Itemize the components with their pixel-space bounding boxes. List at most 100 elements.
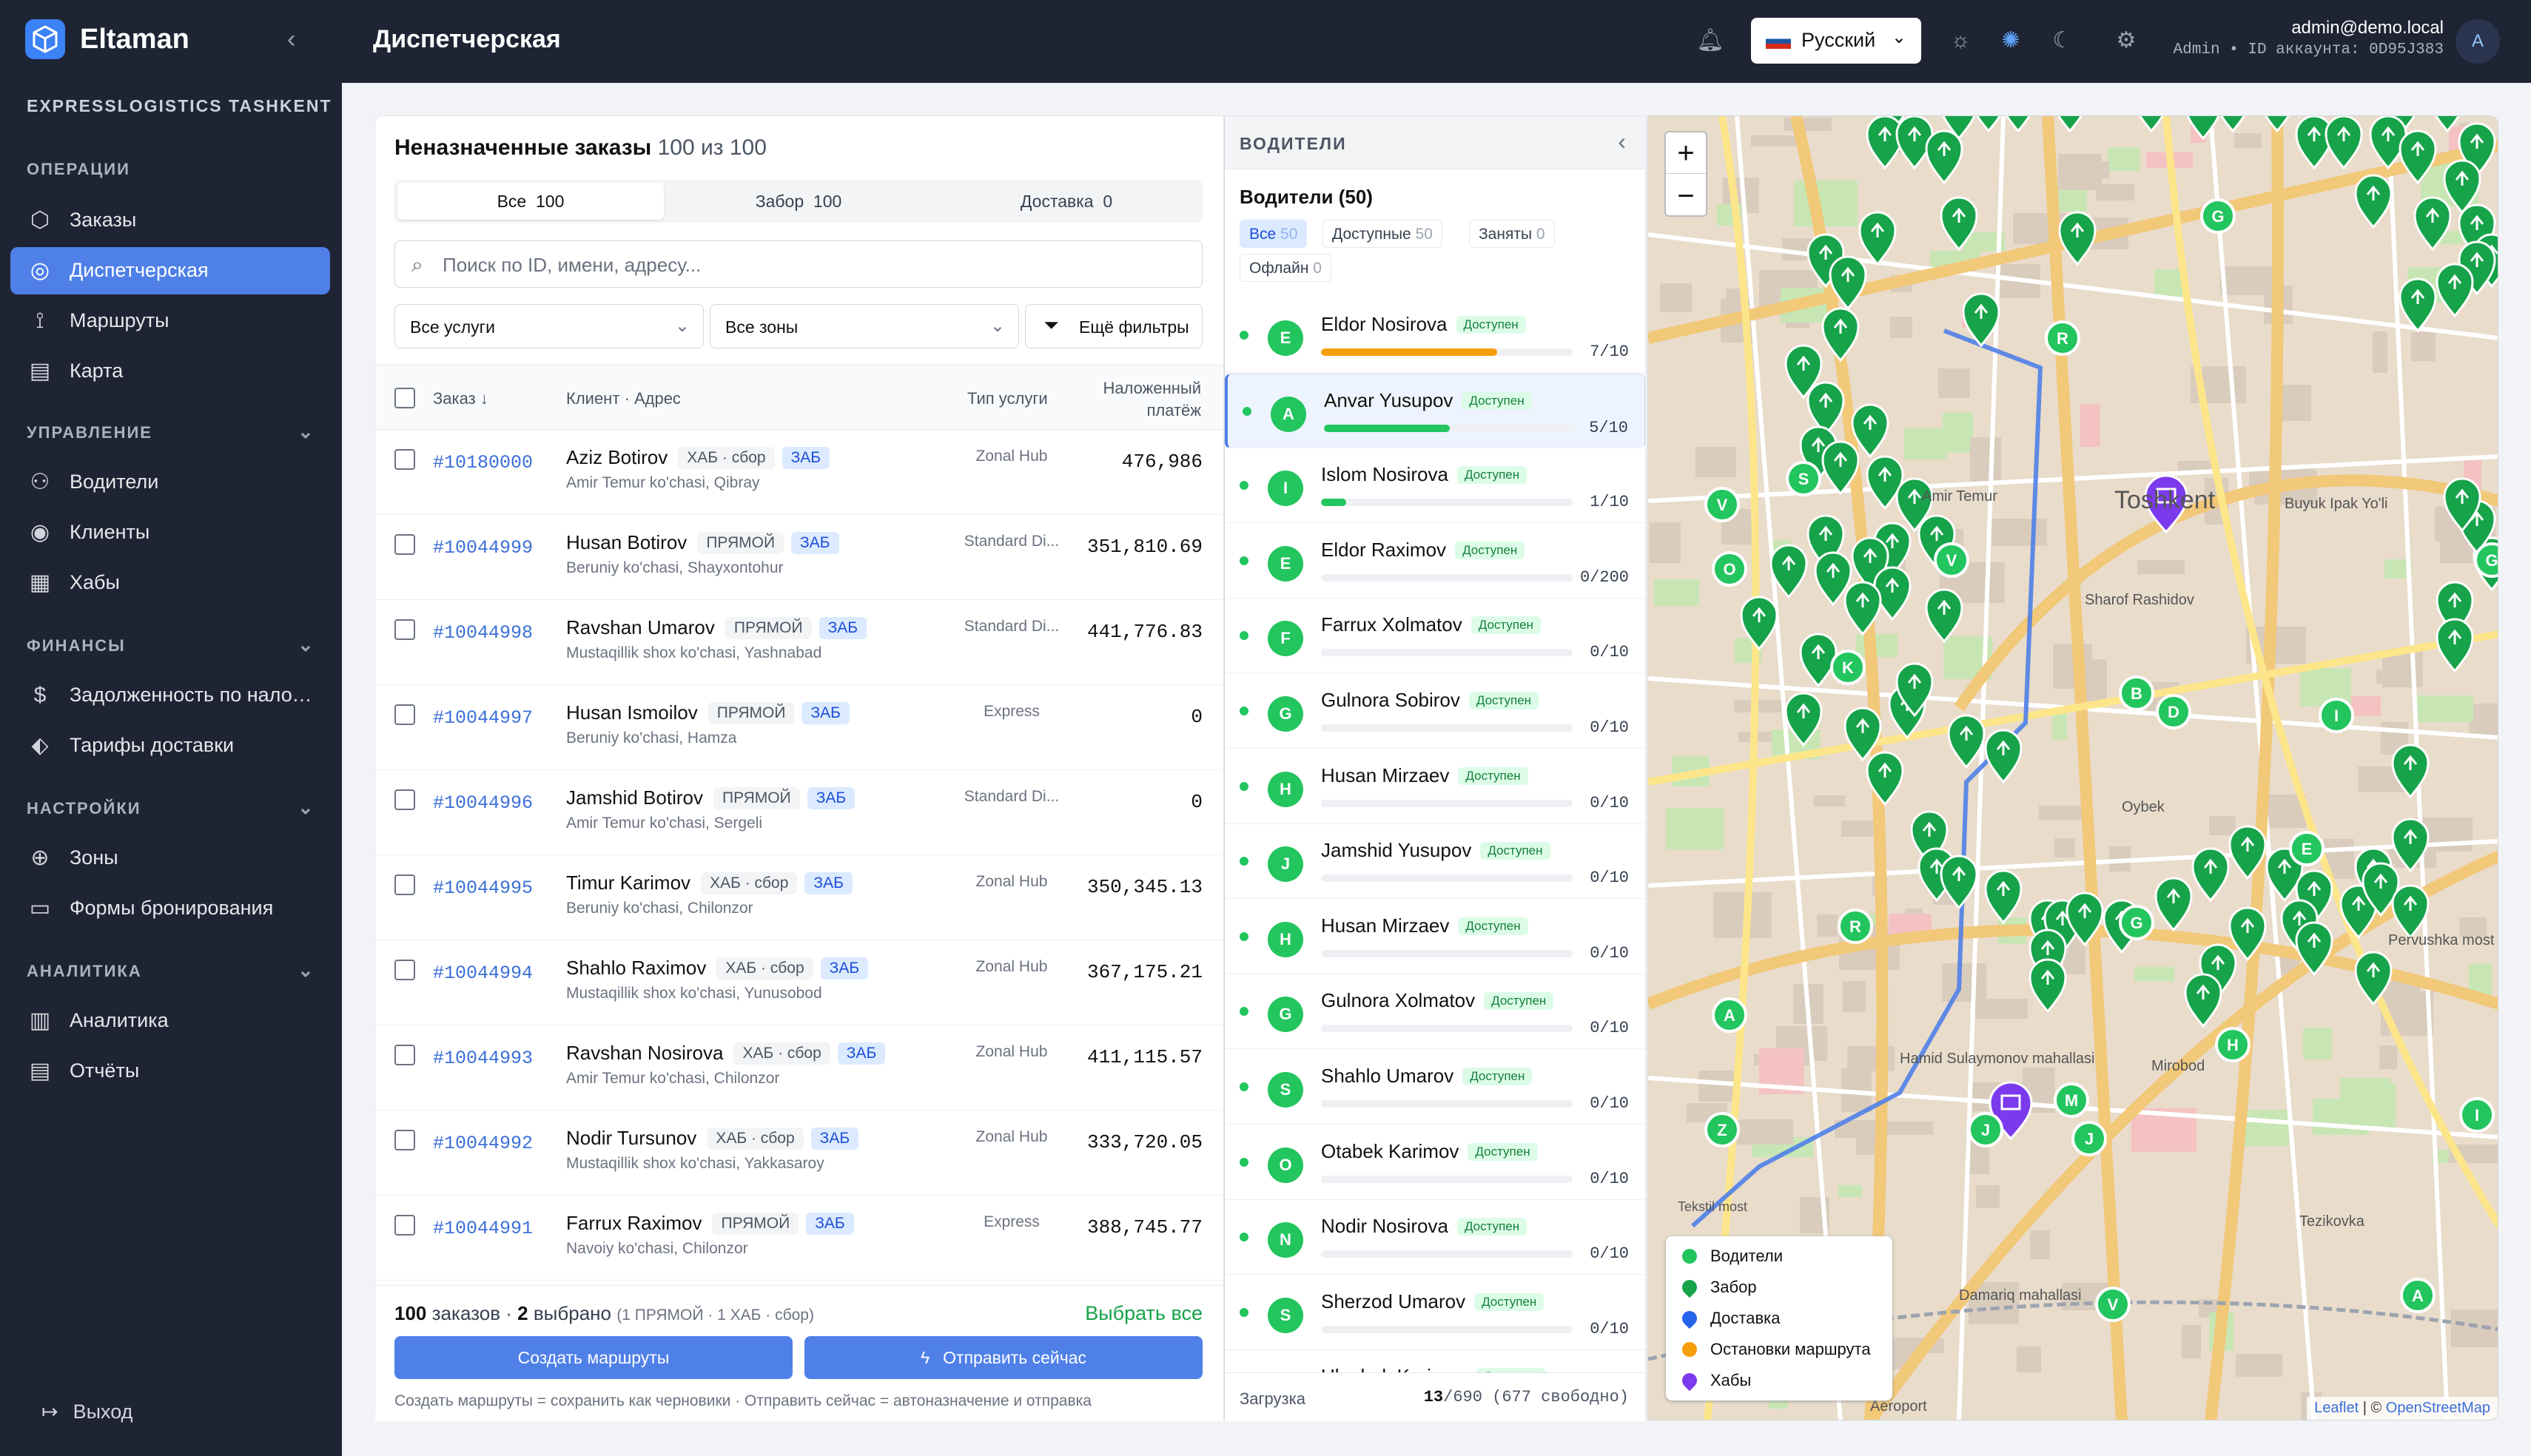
- driver-row[interactable]: I Islom Nosirova Доступен 1/10: [1225, 448, 1645, 524]
- select-all-checkbox[interactable]: [394, 388, 415, 408]
- pickup-pin[interactable]: [2354, 951, 2393, 1006]
- row-checkbox[interactable]: [394, 1130, 415, 1150]
- table-row[interactable]: #10180000 Aziz Botirov ХАБ · сбор ЗАБ Amir T…: [375, 430, 1223, 515]
- driver-row[interactable]: H Husan Mirzaev Доступен 0/10: [1225, 749, 1645, 824]
- zoom-out-button[interactable]: −: [1677, 180, 1695, 212]
- pickup-pin[interactable]: [2391, 818, 2430, 873]
- driver-marker[interactable]: [2474, 542, 2498, 578]
- pickup-pin[interactable]: [2154, 877, 2193, 932]
- section-management[interactable]: УПРАВЛЕНИЕ ⌄: [27, 420, 315, 442]
- pickup-pin[interactable]: [1941, 116, 1977, 141]
- pickup-pin[interactable]: [2134, 116, 2169, 133]
- pickup-pin[interactable]: [2228, 906, 2267, 962]
- driver-row[interactable]: A Anvar Yusupov Доступен 5/10: [1225, 373, 1645, 448]
- pickup-pin[interactable]: [1984, 729, 2023, 784]
- driver-marker[interactable]: [1934, 542, 1969, 578]
- collapse-sidebar-icon[interactable]: ‹: [287, 25, 296, 53]
- collapse-panel-icon[interactable]: ‹: [1618, 128, 1626, 155]
- driver-row[interactable]: J Jamshid Yusupov Доступен 0/10: [1225, 824, 1645, 900]
- pickup-pin[interactable]: [2215, 116, 2251, 133]
- driver-marker[interactable]: [2200, 198, 2236, 234]
- pickup-pin[interactable]: [2399, 129, 2437, 185]
- order-id-link[interactable]: #10044994: [433, 963, 534, 984]
- pickup-pin[interactable]: [2354, 174, 2393, 229]
- driver-row[interactable]: N Nodir Nosirova Доступен 0/10: [1225, 1200, 1645, 1275]
- table-row[interactable]: #10044991 Farrux Raximov ПРЯМОЙ ЗАБ Navoiy k…: [375, 1196, 1223, 1281]
- pickup-pin[interactable]: [1814, 551, 1852, 607]
- driver-marker[interactable]: [2045, 320, 2080, 356]
- pickup-pin[interactable]: [2362, 862, 2400, 917]
- pickup-pin[interactable]: [2295, 921, 2333, 977]
- sidebar-item-hubs[interactable]: ▦ Хабы: [10, 559, 330, 607]
- row-checkbox[interactable]: [394, 534, 415, 555]
- order-id-link[interactable]: #10044999: [433, 537, 534, 559]
- column-order[interactable]: Заказ ↓: [433, 389, 488, 408]
- table-row[interactable]: #10044993 Ravshan Nosirova ХАБ · сбор ЗАБ Am…: [375, 1025, 1223, 1110]
- driver-marker[interactable]: [2119, 675, 2154, 711]
- driver-marker[interactable]: [2215, 1027, 2251, 1062]
- pickup-pin[interactable]: [2436, 618, 2474, 673]
- sidebar-item-dispatch[interactable]: ◎ Диспетчерская: [10, 247, 330, 294]
- pickup-pin[interactable]: [1866, 116, 1904, 170]
- pickup-pin[interactable]: [2228, 825, 2267, 880]
- pickup-pin[interactable]: [1769, 544, 1808, 599]
- map[interactable]: R G S V O V K B D I R G A H Z M J J V A I G E Toshkent Amir Tem…: [1647, 115, 2498, 1420]
- tab-all[interactable]: Все 100: [397, 183, 664, 220]
- sun-icon[interactable]: ☼: [1950, 28, 1971, 53]
- pickup-pin[interactable]: [2391, 884, 2430, 940]
- sidebar-item-map[interactable]: ▤ Карта: [10, 348, 330, 395]
- leaflet-link[interactable]: Leaflet: [2314, 1400, 2359, 1416]
- tab-delivery[interactable]: Доставка 0: [1020, 192, 1113, 211]
- row-checkbox[interactable]: [394, 789, 415, 810]
- row-checkbox[interactable]: [394, 874, 415, 895]
- logout-button[interactable]: ↦ Выход: [41, 1401, 133, 1423]
- pickup-pin[interactable]: [1740, 596, 1778, 651]
- pickup-pin[interactable]: [1821, 440, 1860, 496]
- pickup-pin[interactable]: [1784, 344, 1823, 400]
- auto-theme-icon[interactable]: ✺: [2001, 28, 2020, 53]
- pickup-pin[interactable]: [2413, 196, 2452, 252]
- driver-row[interactable]: O Otabek Karimov Доступен 0/10: [1225, 1125, 1645, 1200]
- pickup-pin[interactable]: [2443, 159, 2481, 215]
- map-canvas[interactable]: R G S V O V K B D I R G A H Z M J J V A I G E Toshkent Amir Tem…: [1648, 116, 2498, 1420]
- driver-marker[interactable]: [1704, 1112, 1740, 1147]
- language-select[interactable]: Русский ⌄: [1751, 18, 1921, 64]
- driver-row[interactable]: G Gulnora Xolmatov Доступен 0/10: [1225, 974, 1645, 1050]
- pickup-pin[interactable]: [2029, 958, 2067, 1014]
- filter-offline-drivers[interactable]: Офлайн 0: [1240, 254, 1331, 282]
- order-id-link[interactable]: #10044993: [433, 1048, 534, 1069]
- table-row[interactable]: #10044998 Ravshan Umarov ПРЯМОЙ ЗАБ Mustaqil…: [375, 600, 1223, 685]
- driver-row[interactable]: S Shahlo Umarov Доступен 0/10: [1225, 1050, 1645, 1125]
- pickup-pin[interactable]: [1895, 477, 1934, 533]
- row-checkbox[interactable]: [394, 704, 415, 725]
- sidebar-item-zones[interactable]: ⊕ Зоны: [10, 835, 330, 882]
- driver-marker[interactable]: [2119, 905, 2154, 940]
- pickup-pin[interactable]: [2325, 116, 2363, 170]
- more-filters-button[interactable]: Ещё фильтры ⏷: [1025, 304, 1203, 348]
- pickup-pin[interactable]: [1984, 869, 2023, 925]
- table-row[interactable]: #10044994 Shahlo Raximov ХАБ · сбор ЗАБ Must…: [375, 940, 1223, 1025]
- table-row[interactable]: #10044995 Timur Karimov ХАБ · сбор ЗАБ Berun…: [375, 855, 1223, 940]
- order-id-link[interactable]: #10044995: [433, 877, 534, 899]
- driver-marker[interactable]: [2319, 698, 2354, 733]
- section-settings[interactable]: НАСТРОЙКИ ⌄: [27, 796, 315, 818]
- pickup-pin[interactable]: [1866, 751, 1904, 806]
- order-id-link[interactable]: #10044992: [433, 1133, 534, 1154]
- driver-row[interactable]: E Eldor Nosirova Доступен 7/10: [1225, 298, 1645, 373]
- zones-filter[interactable]: Все зоны ⌄: [710, 304, 1019, 348]
- pickup-pin[interactable]: [2184, 973, 2222, 1028]
- create-routes-button[interactable]: Создать маршруты: [394, 1336, 793, 1379]
- row-checkbox[interactable]: [394, 960, 415, 980]
- order-id-link[interactable]: #10044998: [433, 622, 534, 644]
- pickup-pin[interactable]: [1925, 588, 1963, 644]
- pickup-pin[interactable]: [2369, 116, 2407, 170]
- gear-icon[interactable]: ⚙: [2116, 28, 2137, 53]
- send-now-button[interactable]: ϟ Отправить сейчас: [804, 1336, 1203, 1379]
- sidebar-item-analytics[interactable]: ▥ Аналитика: [10, 997, 330, 1045]
- driver-marker[interactable]: [1786, 461, 1821, 496]
- pickup-pin[interactable]: [2066, 892, 2104, 947]
- order-id-link[interactable]: #10044997: [433, 707, 534, 729]
- pickup-pin[interactable]: [2443, 477, 2481, 533]
- pickup-pin[interactable]: [2052, 116, 2088, 133]
